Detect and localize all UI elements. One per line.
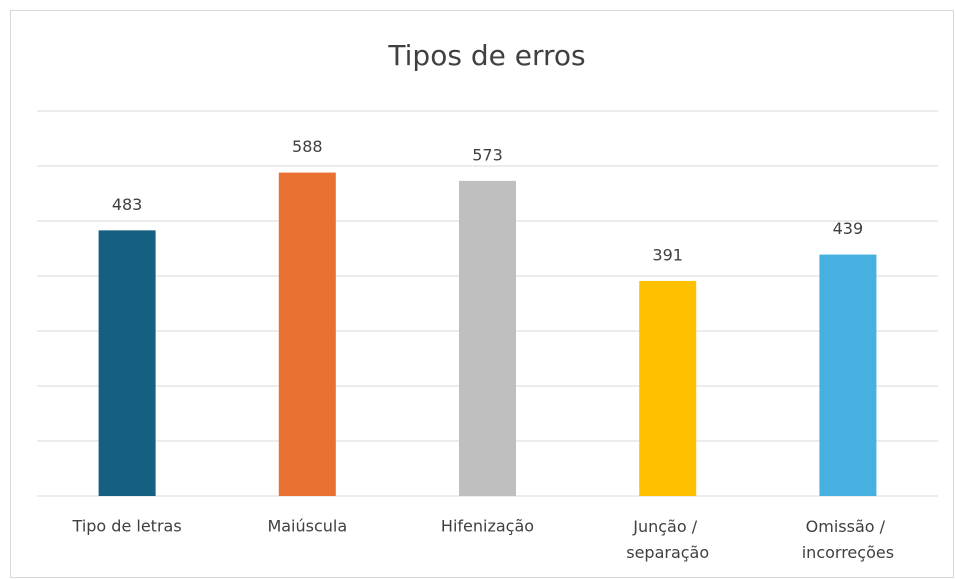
x-tick-label: Tipo de letras [72,517,182,536]
bar [639,280,697,496]
bar [819,254,877,496]
x-tick-label: Hifenização [441,517,534,536]
chart-title: Tipos de erros [387,39,585,72]
bar [98,230,156,496]
data-label: 573 [472,145,503,164]
bar [459,180,516,496]
data-label: 588 [292,137,323,156]
data-label: 483 [112,195,143,214]
x-tick-label: Omissão / incorreções [802,517,894,562]
bar [278,172,336,496]
data-label: 439 [833,219,864,238]
x-tick-label: Maiúscula [267,517,347,536]
x-tick-label: Junção / separação [626,517,709,562]
data-label: 391 [652,245,683,264]
